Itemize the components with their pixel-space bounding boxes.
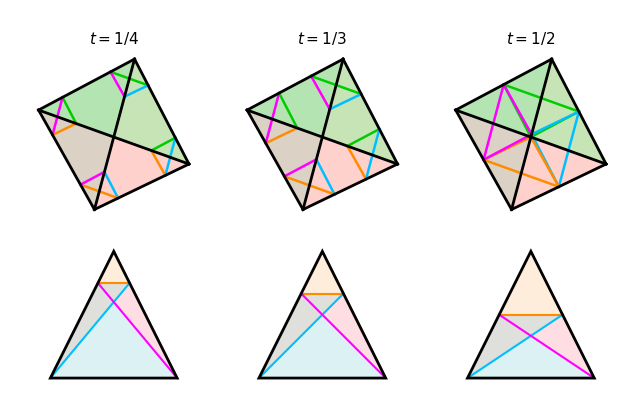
Polygon shape: [468, 336, 594, 378]
Polygon shape: [247, 60, 343, 210]
Polygon shape: [94, 60, 189, 210]
Polygon shape: [468, 315, 531, 378]
Polygon shape: [51, 302, 177, 378]
Title: $t = 1/2$: $t = 1/2$: [506, 30, 556, 47]
Polygon shape: [322, 294, 386, 378]
Polygon shape: [259, 315, 386, 378]
Polygon shape: [247, 60, 398, 165]
Polygon shape: [51, 283, 114, 378]
Polygon shape: [247, 111, 398, 210]
Polygon shape: [303, 60, 398, 210]
Polygon shape: [456, 60, 606, 165]
Polygon shape: [98, 283, 130, 302]
Polygon shape: [456, 60, 552, 210]
Polygon shape: [39, 111, 189, 210]
Polygon shape: [39, 60, 189, 165]
Polygon shape: [98, 252, 130, 283]
Polygon shape: [499, 315, 562, 336]
Polygon shape: [259, 294, 322, 378]
Title: $t = 1/3$: $t = 1/3$: [297, 30, 348, 47]
Polygon shape: [499, 252, 562, 315]
Polygon shape: [301, 294, 343, 315]
Polygon shape: [39, 60, 135, 210]
Polygon shape: [531, 315, 594, 378]
Polygon shape: [511, 60, 606, 210]
Title: $t = 1/4$: $t = 1/4$: [88, 30, 139, 47]
Polygon shape: [456, 111, 606, 210]
Polygon shape: [114, 283, 177, 378]
Polygon shape: [301, 252, 343, 294]
